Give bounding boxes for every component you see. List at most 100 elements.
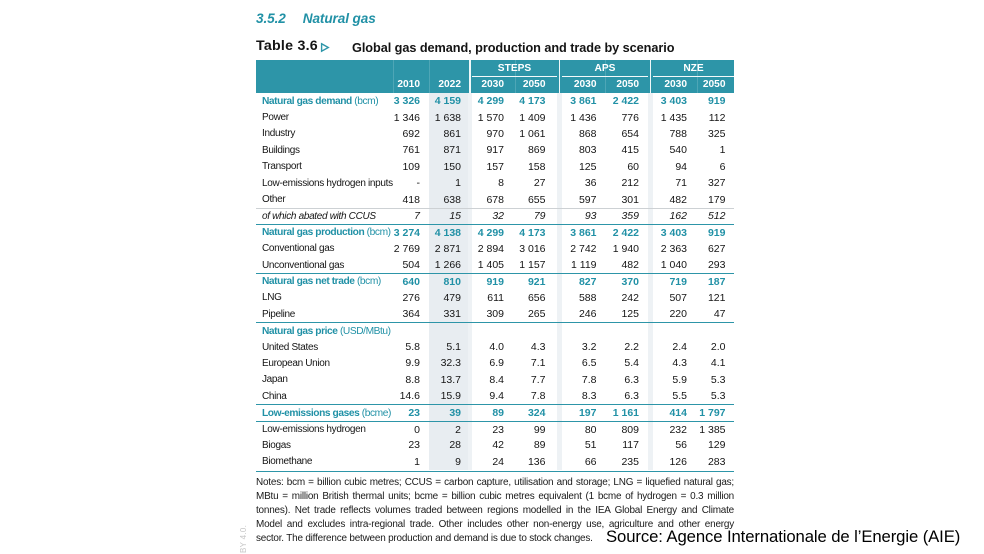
source-caption: Source: Agence Internationale de l’Energ… [606,527,961,546]
value-cell: 540 [669,144,687,157]
value-cell: 827 [578,275,597,288]
row-label: Other [262,194,286,206]
table-header: STEPS APS NZE 2010 2022 2030 2050 2030 2050 2030 2… [256,60,734,93]
value-cell: 283 [707,455,726,468]
column-band [429,93,468,471]
row-label: Buildings [262,144,300,156]
value-cell: 1 409 [519,111,546,124]
value-cell: 157 [486,160,504,173]
value-cell: 232 [669,423,687,436]
header-group-divider [469,60,471,93]
value-cell: 917 [486,144,504,157]
value-cell: 5.4 [624,357,639,370]
value-cell: 0 [414,423,420,436]
row-label: Industry [262,128,296,140]
value-cell: 93 [584,210,597,223]
value-cell: 512 [707,210,726,223]
value-cell: 32.3 [440,357,461,370]
value-cell: 6.3 [624,373,639,386]
value-cell: 125 [621,308,639,321]
table-row: Natural gas production (bcm) 3 274 4 138 4 … [256,224,734,240]
value-cell: 8.3 [581,390,597,403]
value-cell: 39 [449,407,461,420]
value-cell: 71 [675,177,687,190]
value-cell: 359 [621,210,639,223]
value-cell: 1 638 [434,111,461,124]
value-cell: 4.3 [672,357,687,370]
value-cell: 23 [408,439,420,452]
value-cell: 150 [443,160,461,173]
value-cell: 293 [707,259,726,272]
value-cell: 3.2 [581,341,597,354]
section-title: Natural gas [302,11,376,27]
table-row: Low-emissions gases (bcme) 23 39 89 324 197 1 … [256,404,734,420]
value-cell: 1 570 [477,111,504,124]
value-cell: 2.0 [710,341,726,354]
value-cell: 415 [621,144,639,157]
table-row: European Union 9.9 32.3 6.9 7.1 6.5 5.4 4.3 4.1 [256,355,734,371]
row-label: United States [262,341,318,353]
value-cell: 5.3 [710,390,726,403]
value-cell: 51 [584,439,597,452]
row-label: China [262,390,287,402]
row-label: Natural gas price (USD/MBtu) [262,325,391,337]
value-cell: 117 [622,439,639,452]
value-cell: 324 [527,407,546,420]
value-cell: 4.0 [489,341,504,354]
row-label: Natural gas production (bcm) [262,227,391,239]
value-cell: 1 436 [570,111,597,124]
table-row: Natural gas price (USD/MBtu) [256,322,734,338]
value-cell: 3 861 [570,95,597,108]
value-cell: 4 299 [477,95,504,108]
value-cell: 4 159 [434,95,461,108]
value-cell: 1 797 [699,407,726,420]
value-cell: 482 [669,193,687,206]
row-label: Conventional gas [262,243,335,255]
value-cell: 1 [414,455,420,468]
value-cell: 187 [707,275,726,288]
value-cell: 179 [707,193,726,206]
scenario-group-header: STEPS [472,60,557,77]
value-cell: 638 [443,193,461,206]
value-cell: 3 326 [393,95,420,108]
value-cell: 1 346 [393,111,420,124]
table-row: Conventional gas 2 769 2 871 2 894 3 016 2 74… [256,241,734,257]
value-cell: 331 [443,308,461,321]
value-cell: 1 385 [699,423,726,436]
value-cell: 246 [578,308,597,321]
row-unit: (bcm) [351,95,379,107]
triangle-icon [320,42,330,53]
value-cell: 5.8 [405,341,420,354]
value-cell: 5.1 [446,341,461,354]
value-cell: 655 [527,193,546,206]
value-cell: 212 [621,177,639,190]
row-label: Low-emissions gases (bcme) [262,407,391,419]
value-cell: 1 040 [660,259,687,272]
table-label: Table 3.6 [256,38,318,55]
value-cell: 47 [713,308,726,321]
year-column-header: 2050 [702,79,726,90]
header-divider [429,60,430,93]
value-cell: 919 [486,275,504,288]
value-cell: 810 [443,275,461,288]
value-cell: 36 [584,177,597,190]
notes-line: MBtu = million British thermal units; bc… [256,490,734,502]
notes-line: Notes: bcm = billion cubic metres; CCUS … [256,476,734,488]
table-row: Buildings 761 871 917 869 803 415 540 1 [256,142,734,158]
value-cell: 8 [498,177,504,190]
table-row: of which abated with CCUS 7 15 32 79 93 359 162… [256,207,734,224]
value-cell: 89 [533,439,546,452]
row-unit: (bcm) [354,276,381,288]
value-cell: 136 [527,455,546,468]
value-cell: 479 [443,291,461,304]
value-cell: 3 861 [570,226,597,239]
value-cell: 9.4 [489,390,504,403]
value-cell: - [416,177,421,190]
value-cell: 364 [402,308,420,321]
value-cell: 32 [492,210,504,223]
table-title: Global gas demand, production and trade … [352,41,675,56]
value-cell: 2 871 [434,242,461,255]
value-cell: 482 [621,259,639,272]
row-label: LNG [262,292,282,304]
value-cell: 7 [414,210,420,223]
